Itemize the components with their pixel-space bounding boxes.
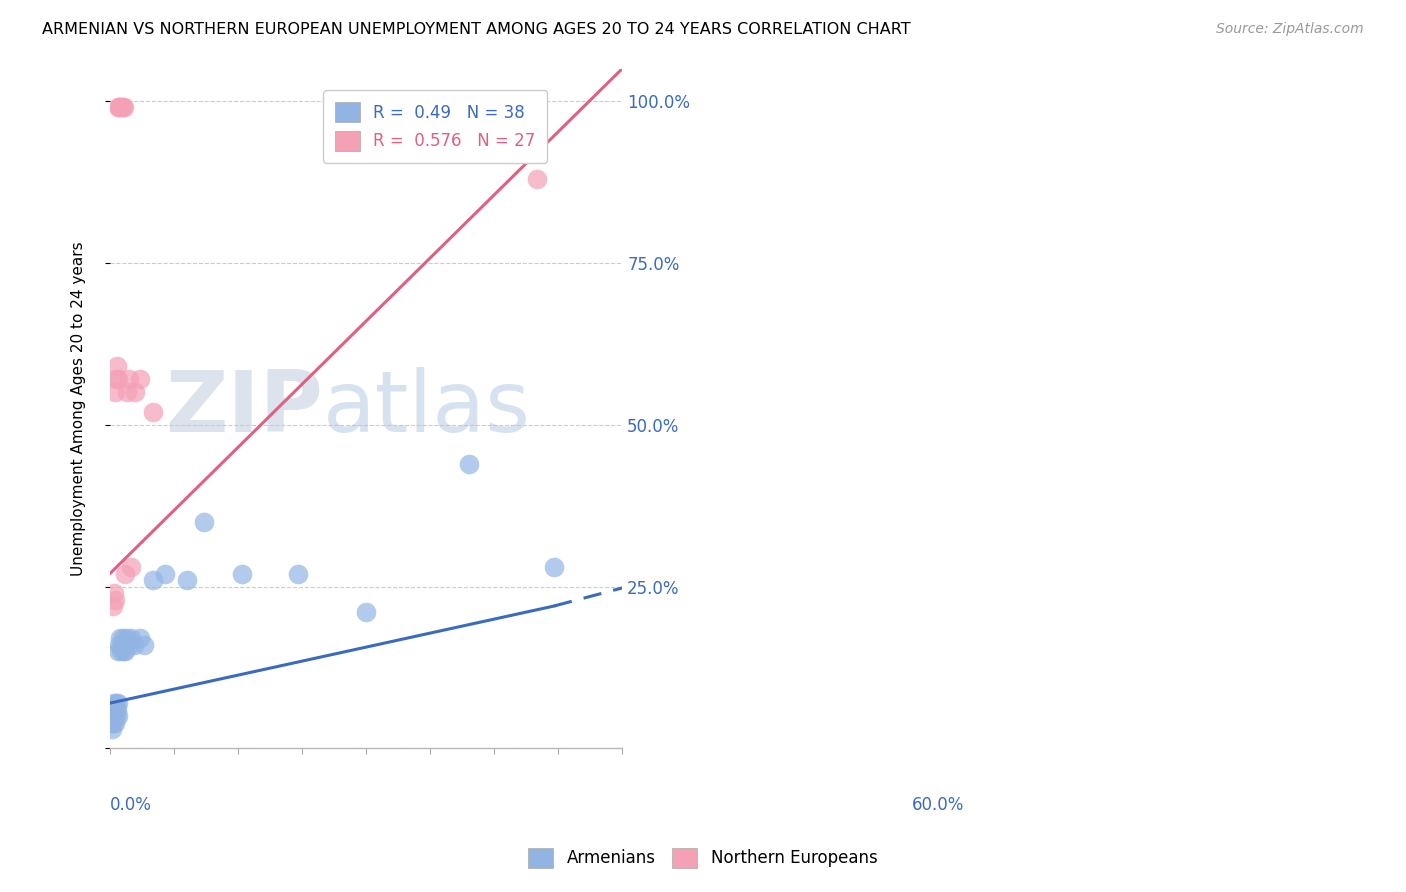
Point <box>457 457 479 471</box>
Text: ARMENIAN VS NORTHERN EUROPEAN UNEMPLOYMENT AMONG AGES 20 TO 24 YEARS CORRELATION: ARMENIAN VS NORTHERN EUROPEAN UNEMPLOYME… <box>42 22 911 37</box>
Point <box>120 632 142 646</box>
Point <box>104 372 127 386</box>
Point <box>155 566 177 581</box>
Point <box>120 560 142 574</box>
Point <box>103 709 125 723</box>
Point <box>176 573 198 587</box>
Point <box>354 606 377 620</box>
Point <box>103 696 125 710</box>
Point <box>108 100 131 114</box>
Point <box>112 100 135 114</box>
Point <box>117 638 139 652</box>
Point <box>103 586 125 600</box>
Point <box>193 515 215 529</box>
Point <box>107 372 129 386</box>
Point <box>103 709 125 723</box>
Point <box>104 696 127 710</box>
Point <box>103 715 125 730</box>
Point <box>108 638 131 652</box>
Point <box>142 405 165 419</box>
Point <box>107 100 129 114</box>
Legend: Armenians, Northern Europeans: Armenians, Northern Europeans <box>522 841 884 875</box>
Point <box>526 171 548 186</box>
Point <box>105 703 128 717</box>
Point <box>100 709 122 723</box>
Point <box>115 385 138 400</box>
Point <box>111 632 134 646</box>
Point <box>543 560 565 574</box>
Text: atlas: atlas <box>322 367 530 450</box>
Point <box>104 385 127 400</box>
Point <box>122 638 145 652</box>
Point <box>112 638 135 652</box>
Text: Source: ZipAtlas.com: Source: ZipAtlas.com <box>1216 22 1364 37</box>
Point <box>104 703 127 717</box>
Point <box>104 709 127 723</box>
Point <box>142 573 165 587</box>
Point <box>101 709 124 723</box>
Point <box>287 566 309 581</box>
Point <box>114 644 136 658</box>
Text: 60.0%: 60.0% <box>911 796 965 814</box>
Point <box>111 638 134 652</box>
Point <box>108 632 131 646</box>
Text: 0.0%: 0.0% <box>110 796 152 814</box>
Point <box>107 644 129 658</box>
Point <box>103 599 125 613</box>
Point <box>101 715 124 730</box>
Point <box>128 632 150 646</box>
Point <box>112 644 135 658</box>
Point <box>117 372 139 386</box>
Point <box>114 566 136 581</box>
Point <box>124 385 146 400</box>
Point <box>107 709 129 723</box>
Point <box>107 696 129 710</box>
Point <box>104 715 127 730</box>
Point <box>101 709 124 723</box>
Point <box>100 722 122 736</box>
Point <box>104 592 127 607</box>
Point <box>231 566 253 581</box>
Point <box>110 100 132 114</box>
Point <box>132 638 155 652</box>
Text: ZIP: ZIP <box>165 367 322 450</box>
Point <box>101 703 124 717</box>
Point <box>100 715 122 730</box>
Point <box>103 703 125 717</box>
Point <box>111 100 134 114</box>
Point <box>100 703 122 717</box>
Y-axis label: Unemployment Among Ages 20 to 24 years: Unemployment Among Ages 20 to 24 years <box>72 241 86 576</box>
Point <box>110 644 132 658</box>
Point <box>105 359 128 374</box>
Point <box>115 632 138 646</box>
Legend: R =  0.49   N = 38, R =  0.576   N = 27: R = 0.49 N = 38, R = 0.576 N = 27 <box>323 90 547 162</box>
Point <box>108 100 131 114</box>
Point <box>128 372 150 386</box>
